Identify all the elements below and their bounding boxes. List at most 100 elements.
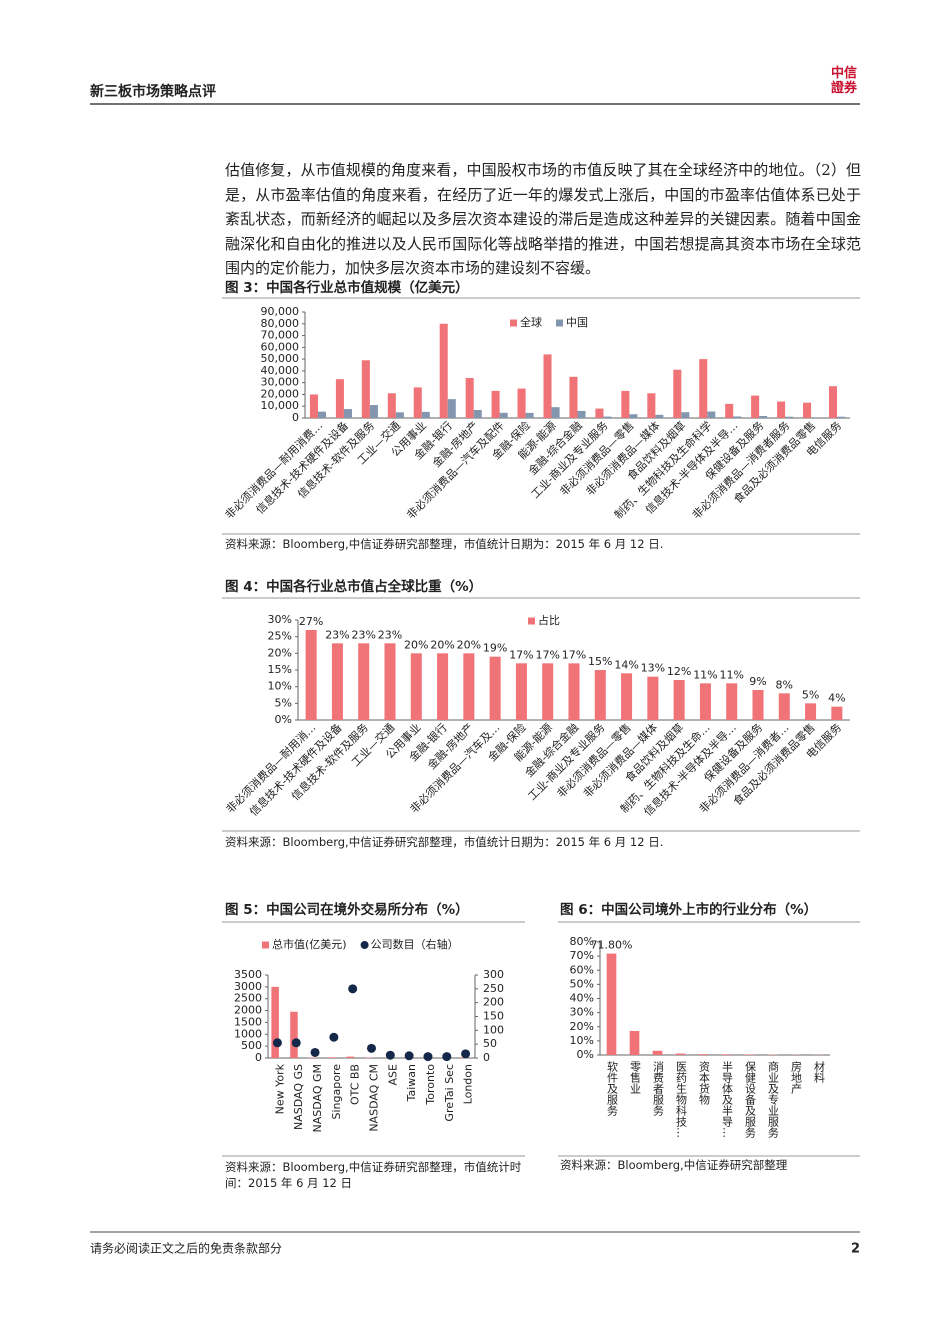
- x-tick-label: 资本货物: [698, 1061, 711, 1105]
- bar: [421, 411, 430, 418]
- y2-tick-label: 200: [483, 996, 504, 1009]
- figure-title: 图 3：中国各行业总市值规模（亿美元）: [225, 279, 469, 296]
- legend-swatch: [262, 941, 269, 949]
- y-tick-label: 20%: [570, 1020, 594, 1033]
- y-tick-label: 60%: [570, 963, 594, 976]
- x-tick-label: London: [462, 1064, 475, 1104]
- y-tick-label: 70,000: [261, 329, 300, 342]
- bar: [831, 706, 843, 720]
- bar: [271, 986, 279, 1058]
- bar: [369, 405, 378, 418]
- bar: [629, 1030, 640, 1055]
- dot: [272, 1038, 282, 1048]
- y-tick-label: 70%: [570, 949, 594, 962]
- y-tick-label: 20,000: [261, 387, 300, 400]
- bar: [499, 412, 508, 418]
- bar: [803, 402, 812, 418]
- y-tick-label: 25%: [268, 630, 292, 643]
- value-label: 15%: [588, 655, 612, 668]
- y-tick-label: 80,000: [261, 317, 300, 330]
- y-tick-label: 10%: [268, 680, 292, 693]
- y-tick-label: 0: [255, 1051, 262, 1064]
- y-tick-label: 40,000: [261, 364, 300, 377]
- bar: [675, 1053, 686, 1055]
- bar: [387, 393, 396, 418]
- source: 资料来源：Bloomberg,中信证券研究部整理，市值统计日期为：2015 年 …: [225, 537, 664, 551]
- bar: [410, 653, 422, 720]
- x-tick-label: 非必须消费品—耐用消费…: [222, 418, 325, 521]
- x-tick-label: OTC BB: [349, 1064, 362, 1105]
- bar: [309, 394, 318, 418]
- value-label: 23%: [378, 628, 402, 641]
- figure-title: 图 5：中国公司在境外交易所分布（%）: [225, 901, 469, 918]
- bar: [491, 390, 500, 418]
- legend-label: 占比: [538, 613, 560, 627]
- value-label: 71.80%: [591, 939, 633, 952]
- bar: [465, 377, 474, 418]
- bar: [335, 379, 344, 418]
- x-tick-label: Toronto: [424, 1064, 437, 1106]
- bar: [744, 1054, 755, 1055]
- bar: [698, 1054, 709, 1055]
- bar: [699, 683, 711, 720]
- dot: [461, 1049, 471, 1059]
- y-tick-label: 30%: [268, 613, 292, 626]
- bar: [699, 359, 708, 418]
- y-tick-label: 50,000: [261, 352, 300, 365]
- bar: [515, 663, 527, 720]
- bar: [517, 388, 526, 418]
- bar: [384, 643, 396, 720]
- bar: [751, 395, 760, 418]
- value-label: 8%: [776, 678, 793, 691]
- y-tick-label: 2500: [234, 992, 262, 1005]
- bar: [733, 416, 742, 418]
- dot: [404, 1051, 414, 1061]
- y-tick-label: 40%: [570, 992, 594, 1005]
- y2-tick-label: 250: [483, 982, 504, 995]
- bar: [525, 412, 534, 418]
- legend-swatch: [360, 941, 369, 949]
- value-label: 20%: [404, 638, 428, 651]
- y-tick-label: 1000: [234, 1027, 262, 1040]
- source: 资料来源：Bloomberg,中信证券研究部整理: [560, 1158, 788, 1172]
- bar: [343, 409, 352, 418]
- value-label: 20%: [457, 638, 481, 651]
- y-tick-label: 3500: [234, 968, 262, 981]
- legend-swatch: [556, 319, 563, 327]
- x-tick-label: New York: [273, 1063, 286, 1114]
- source: 资料来源：Bloomberg,中信证券研究部整理，市值统计时间：2015 年 6…: [225, 1160, 522, 1190]
- y-tick-label: 90,000: [261, 305, 300, 318]
- bar: [551, 407, 560, 418]
- y-tick-label: 30%: [570, 1006, 594, 1019]
- paragraph: 估值修复，从市值规模的角度来看，中国股权市场的市值反映了其在全球经济中的地位。（…: [225, 161, 861, 277]
- bar: [489, 656, 501, 720]
- value-label: 20%: [430, 638, 454, 651]
- bar: [327, 1057, 336, 1058]
- dot: [367, 1043, 376, 1053]
- y-tick-label: 0%: [275, 713, 292, 726]
- x-tick-label: 保健设备及服务: [744, 1060, 757, 1138]
- bar: [463, 653, 475, 720]
- value-label: 17%: [535, 648, 559, 661]
- x-tick-label: 半导体及半导…: [721, 1060, 734, 1138]
- bar: [413, 387, 422, 418]
- value-label: 19%: [483, 642, 507, 655]
- bar: [805, 703, 817, 720]
- bar: [542, 663, 554, 720]
- x-tick-label: NASDAQ GS: [292, 1064, 305, 1130]
- value-label: 17%: [562, 648, 586, 661]
- y-tick-label: 500: [241, 1039, 262, 1052]
- value-label: 23%: [325, 628, 349, 641]
- x-tick-label: 零售业: [629, 1061, 642, 1094]
- legend-label: 中国: [566, 316, 588, 329]
- bar: [603, 416, 612, 418]
- legend-swatch: [510, 319, 517, 327]
- legend-swatch: [528, 617, 535, 625]
- bar: [673, 369, 682, 418]
- bar: [439, 323, 448, 418]
- bar: [647, 676, 659, 720]
- bar: [569, 376, 578, 418]
- bar: [621, 390, 630, 418]
- bar: [621, 673, 633, 720]
- y-tick-label: 2000: [234, 1004, 262, 1017]
